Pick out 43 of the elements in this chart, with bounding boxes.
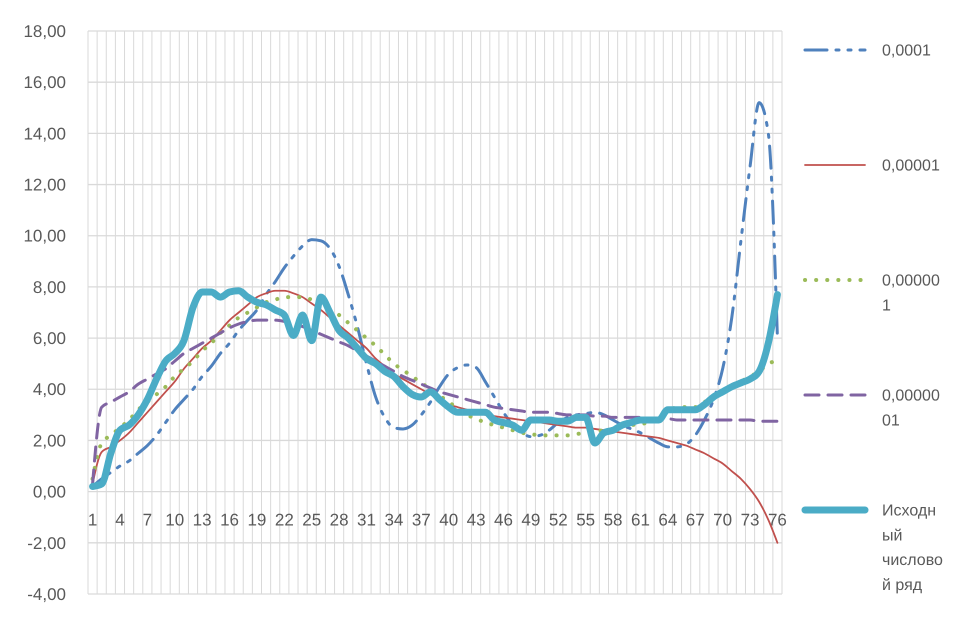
legend-label: 0,00001 — [882, 158, 940, 175]
x-tick-label: 43 — [466, 510, 486, 530]
x-tick-label: 76 — [768, 510, 787, 530]
x-tick-label: 46 — [494, 510, 513, 530]
legend-label: 0,000001 — [882, 272, 940, 314]
x-tick-label: 67 — [686, 510, 705, 530]
x-tick-label: 55 — [576, 510, 596, 530]
y-tick-label: 8,00 — [32, 278, 66, 297]
x-tick-label: 34 — [384, 510, 404, 530]
legend-label: Исходный числовой ряд — [882, 502, 944, 594]
x-tick-label: 52 — [548, 510, 568, 530]
x-tick-label: 10 — [165, 510, 184, 530]
x-tick-label: 1 — [88, 510, 98, 530]
x-tick-label: 37 — [412, 510, 431, 530]
x-tick-label: 40 — [439, 510, 458, 530]
y-tick-label: 0,00 — [32, 482, 66, 502]
x-tick-label: 70 — [713, 510, 732, 530]
legend-label: 0,0001 — [882, 42, 932, 60]
x-tick-label: 13 — [192, 510, 212, 530]
x-tick-label: 16 — [220, 510, 239, 530]
x-tick-label: 61 — [631, 510, 650, 530]
x-tick-label: 28 — [330, 510, 349, 530]
x-tick-label: 73 — [740, 510, 760, 530]
x-tick-label: 58 — [604, 510, 623, 530]
y-tick-label: 6,00 — [32, 329, 66, 348]
y-tick-label: 4,00 — [32, 380, 66, 400]
x-tick-label: 19 — [247, 510, 266, 530]
x-tick-label: 64 — [658, 510, 678, 530]
y-tick-label: 12,00 — [23, 175, 66, 194]
y-tick-label: -4,00 — [27, 584, 66, 604]
x-tick-label: 4 — [115, 510, 125, 530]
y-tick-label: 18,00 — [23, 22, 66, 41]
y-tick-label: 16,00 — [23, 73, 66, 92]
x-tick-label: 49 — [521, 510, 540, 530]
y-tick-label: 14,00 — [23, 124, 66, 144]
x-tick-label: 31 — [357, 510, 376, 530]
x-tick-label: 22 — [274, 510, 294, 530]
x-tick-label: 25 — [302, 510, 322, 530]
y-tick-label: -2,00 — [27, 534, 66, 553]
y-tick-label: 2,00 — [32, 431, 66, 450]
x-tick-label: 7 — [142, 510, 152, 530]
y-tick-label: 10,00 — [23, 226, 66, 246]
legend-label: 0,0000001 — [882, 388, 940, 430]
